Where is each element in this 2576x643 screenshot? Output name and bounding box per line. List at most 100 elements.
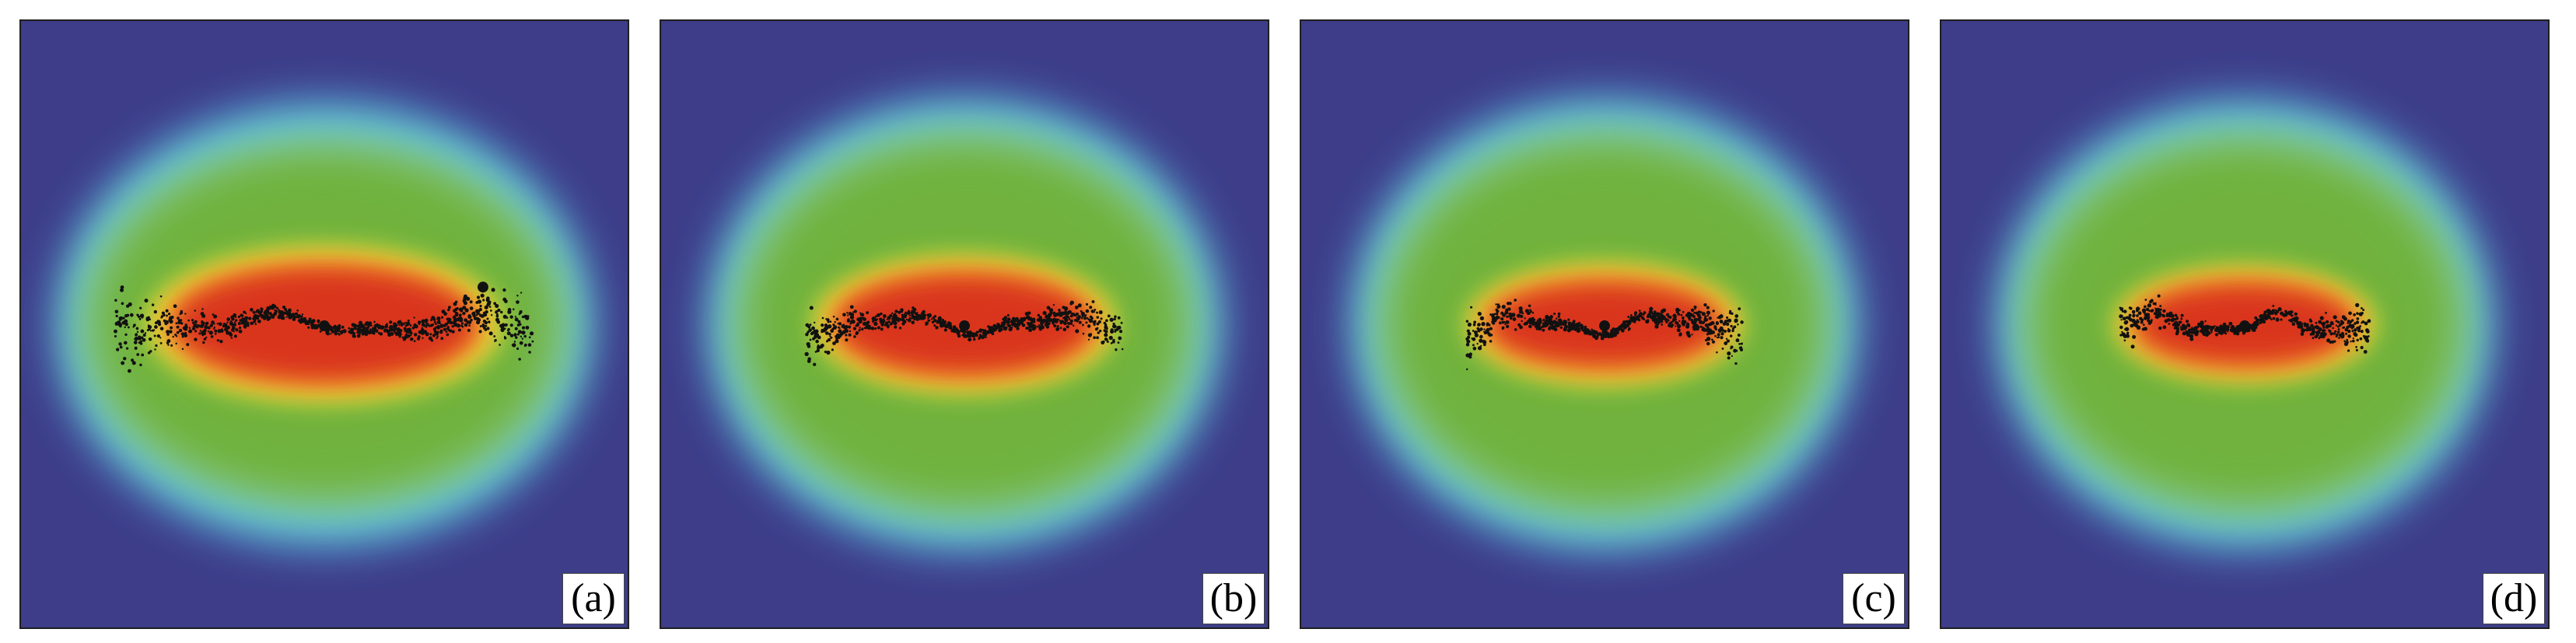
scatter-point (136, 330, 139, 334)
scatter-point (470, 318, 473, 322)
scatter-point (1681, 321, 1685, 325)
scatter-point (838, 322, 842, 326)
scatter-point (815, 339, 819, 344)
scatter-point (2319, 316, 2324, 320)
scatter-point (983, 332, 988, 337)
scatter-point (463, 301, 467, 306)
scatter-point (502, 288, 506, 292)
scatter-point (1552, 325, 1556, 329)
scatter-point (2333, 315, 2337, 320)
scatter-point (139, 342, 143, 345)
scatter-point (193, 327, 196, 330)
heatmap-a (21, 21, 628, 627)
scatter-point (851, 320, 856, 324)
scatter-point (467, 329, 471, 332)
scatter-point (1107, 314, 1111, 318)
scatter-point (123, 356, 127, 361)
scatter-point (1706, 310, 1711, 315)
scatter-point (842, 313, 846, 317)
scatter-point (485, 324, 488, 327)
scatter-point (123, 320, 127, 324)
scatter-point (187, 319, 190, 322)
scatter-point (891, 312, 894, 315)
scatter-point (131, 361, 136, 365)
scatter-point (2254, 316, 2258, 320)
scatter-point (2361, 322, 2363, 324)
scatter-point (450, 320, 453, 325)
scatter-point (495, 303, 499, 309)
scatter-point (1656, 321, 1660, 326)
scatter-point (1571, 325, 1576, 330)
scatter-point (849, 330, 852, 333)
scatter-point (326, 330, 330, 334)
scatter-point (870, 327, 875, 330)
scatter-point (207, 326, 211, 330)
scatter-point (141, 313, 144, 316)
scatter-point (988, 327, 992, 330)
scatter-point (154, 348, 156, 351)
scatter-point (2336, 326, 2340, 328)
scatter-point (271, 306, 275, 310)
scatter-point (1717, 333, 1720, 337)
scatter-point (214, 329, 218, 333)
scatter-point (1055, 327, 1060, 331)
scatter-point (1077, 303, 1082, 308)
scatter-point (2280, 318, 2283, 321)
scatter-point (1555, 324, 1558, 328)
scatter-point (314, 325, 319, 330)
scatter-point (309, 320, 312, 323)
scatter-point (452, 320, 457, 325)
scatter-point (2332, 327, 2334, 330)
scatter-point (167, 344, 170, 346)
scatter-point (174, 334, 177, 337)
scatter-point (390, 331, 394, 336)
scatter-point (1489, 340, 1493, 343)
scatter-point (506, 329, 509, 332)
scatter-point (1571, 321, 1576, 326)
scatter-point (269, 305, 271, 307)
scatter-point (1068, 317, 1071, 320)
scatter-point (1519, 325, 1523, 330)
scatter-point (134, 336, 138, 341)
scatter-point (1501, 326, 1505, 330)
scatter-point (821, 344, 824, 348)
scatter-point (404, 321, 407, 324)
scatter-point (338, 323, 341, 327)
panel-a: (a) (19, 19, 629, 629)
scatter-point (1052, 317, 1056, 321)
center-marker (1599, 320, 1610, 331)
scatter-point (2305, 328, 2309, 332)
scatter-point (941, 318, 945, 322)
scatter-point (202, 341, 205, 344)
scatter-point (1117, 341, 1120, 344)
scatter-point (1105, 338, 1108, 341)
scatter-point (1094, 309, 1097, 311)
scatter-point (915, 318, 919, 321)
scatter-point (1706, 314, 1710, 317)
scatter-point (846, 314, 849, 316)
scatter-point (2119, 306, 2122, 309)
scatter-point (901, 313, 904, 316)
scatter-point (380, 326, 384, 330)
scatter-point (1528, 304, 1531, 308)
scatter-point (1649, 306, 1654, 311)
scatter-point (2128, 313, 2132, 317)
scatter-point (151, 329, 155, 332)
scatter-point (389, 327, 394, 332)
scatter-point (2192, 331, 2196, 334)
scatter-point (817, 345, 820, 349)
scatter-point (1661, 317, 1663, 320)
scatter-point (1567, 322, 1573, 327)
scatter-point (2327, 329, 2330, 331)
scatter-point (1489, 327, 1493, 330)
scatter-point (475, 314, 478, 316)
scatter-point (1106, 340, 1109, 343)
scatter-point (1582, 329, 1586, 333)
scatter-point (1718, 330, 1721, 334)
scatter-point (964, 334, 968, 338)
scatter-point (253, 313, 257, 318)
scatter-point (142, 337, 146, 342)
scatter-point (1535, 327, 1539, 330)
scatter-point (308, 317, 312, 321)
scatter-point (1497, 305, 1501, 308)
